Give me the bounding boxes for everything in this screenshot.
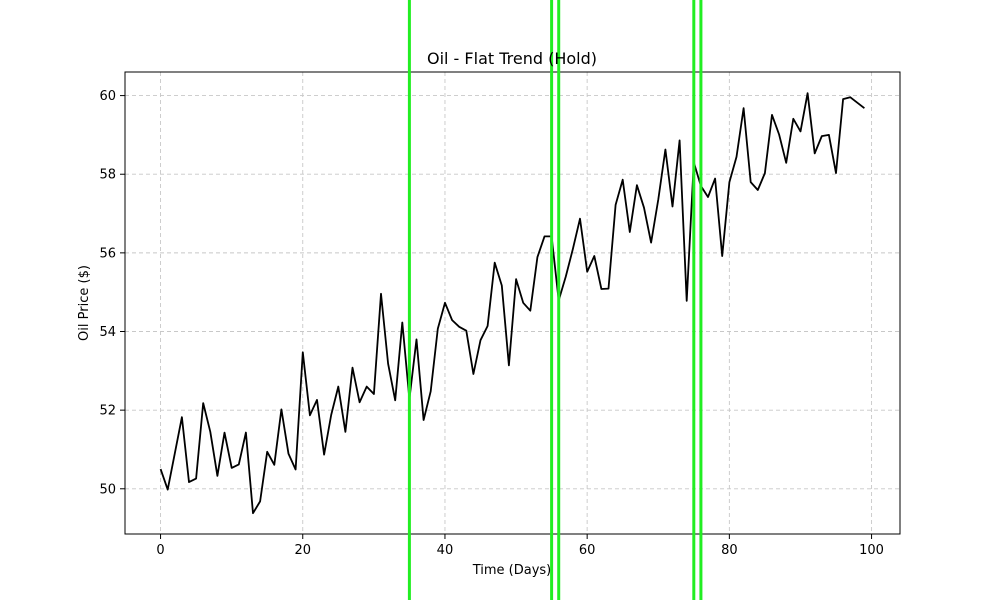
- price-line-layer: [159, 92, 865, 515]
- y-tick-label: 50: [99, 482, 116, 497]
- y-tick-label: 56: [99, 246, 116, 261]
- y-tick-label: 60: [99, 89, 116, 104]
- vertical-markers: [407, 0, 703, 600]
- x-tick-label: 20: [294, 543, 311, 558]
- plot-frame: [124, 71, 901, 535]
- x-tick-label: 0: [156, 543, 164, 558]
- price-series-line: [159, 92, 865, 515]
- chart-title: Oil - Flat Trend (Hold): [427, 49, 597, 68]
- x-axis-label: Time (Days): [472, 563, 552, 578]
- x-tick-label: 60: [579, 543, 596, 558]
- y-axis-label: Oil Price ($): [77, 265, 92, 341]
- x-tick-label: 40: [437, 543, 454, 558]
- y-tick-label: 54: [99, 325, 116, 340]
- y-tick-label: 52: [99, 404, 116, 419]
- x-tick-label: 80: [721, 543, 738, 558]
- axis-ticks: 0 20 40 60 80 100 50 52 54 56 58 60: [99, 89, 884, 558]
- x-tick-label: 100: [859, 543, 884, 558]
- y-tick-label: 58: [99, 168, 116, 183]
- gridlines: [125, 72, 900, 534]
